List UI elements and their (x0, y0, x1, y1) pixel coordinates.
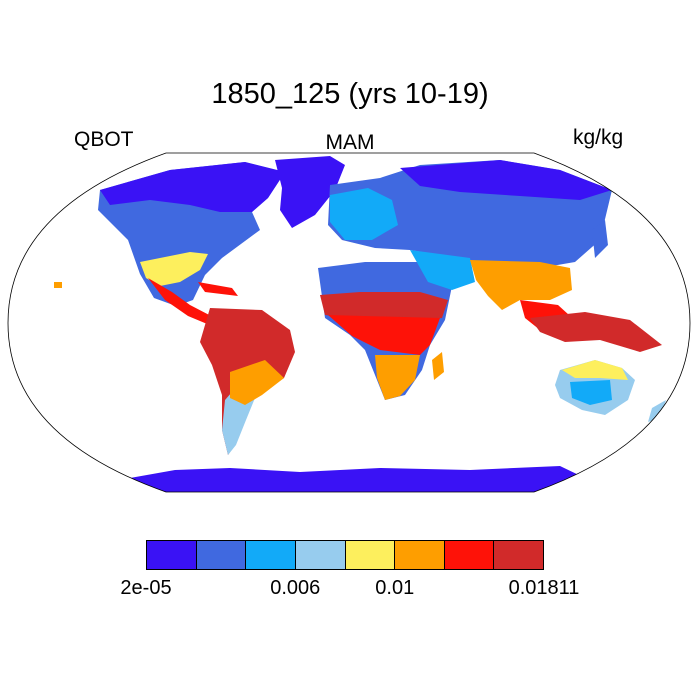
africa-sahel (320, 292, 448, 322)
south-america-mid (230, 360, 284, 405)
south-asia-land (470, 260, 572, 310)
colorbar-tick-label: 0.01811 (508, 577, 580, 599)
australia-north (562, 360, 628, 380)
colorbar-tick-label: 2e-05 (120, 577, 172, 599)
greenland-land (275, 156, 345, 228)
europe-land (330, 188, 398, 240)
colorbar-swatch (494, 541, 543, 569)
colorbar-swatch (246, 541, 296, 569)
middle-east-land (410, 250, 475, 290)
central-america (148, 278, 215, 326)
units-label: kg/kg (573, 126, 624, 149)
madagascar (432, 352, 444, 380)
new-zealand (648, 400, 666, 422)
hawaii (54, 282, 62, 288)
colorbar-swatch (147, 541, 197, 569)
figure-title: 1850_125 (yrs 10-19) (211, 78, 489, 110)
variable-label: QBOT (74, 128, 134, 151)
colorbar-tick-label: 0.006 (270, 577, 321, 599)
africa-central (328, 315, 440, 355)
japan (592, 220, 608, 258)
colorbar-swatch (345, 541, 396, 569)
colorbar (146, 540, 544, 570)
africa-south (375, 355, 420, 400)
colorbar-swatch (444, 541, 495, 569)
maritime-continent (530, 312, 662, 352)
antarctica-land (120, 466, 585, 492)
south-america-south (222, 392, 255, 455)
gulf-coast-moist (140, 252, 208, 286)
caribbean (198, 282, 238, 296)
globe-outline (7, 152, 691, 493)
australia-interior (570, 380, 612, 405)
colorbar-swatch (395, 541, 445, 569)
colorbar-swatch (196, 541, 247, 569)
colorbar-swatch (295, 541, 346, 569)
season-label: MAM (325, 131, 375, 154)
eurasia-arctic (400, 160, 612, 200)
north-america-arctic (100, 162, 285, 212)
colorbar-tick-label: 0.01 (375, 577, 415, 599)
